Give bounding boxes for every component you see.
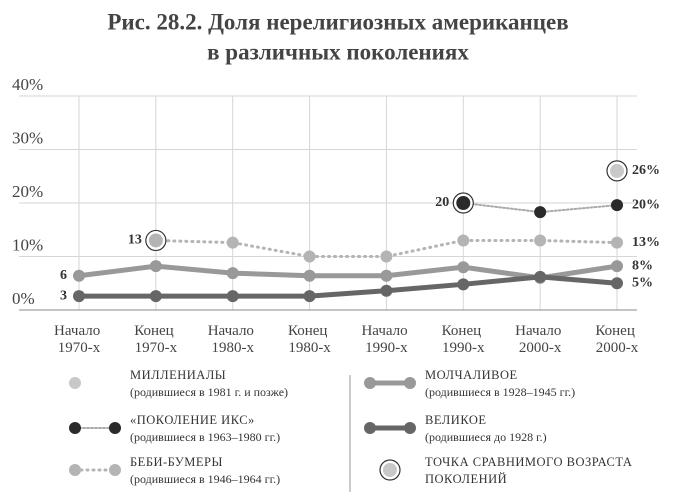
legend-label: «ПОКОЛЕНИЕ ИКС»	[130, 413, 255, 427]
x-tick-label-line: Начало	[54, 323, 104, 339]
x-tick-label-line: 1970-х	[58, 340, 101, 356]
value-label: 13	[128, 233, 142, 248]
legend-dot	[69, 464, 81, 476]
x-tick-label: Начало 1990-х	[361, 323, 411, 356]
value-label: 26%	[632, 163, 660, 178]
x-tick-label-line: Начало	[208, 323, 258, 339]
value-label: 8%	[632, 258, 653, 273]
point	[226, 290, 239, 303]
point	[380, 269, 393, 282]
legend-dot	[404, 422, 416, 434]
point	[534, 234, 547, 247]
point	[148, 233, 163, 248]
y-tick-label: 0%	[12, 289, 35, 308]
legend-label: МОЛЧАЛИВОЕ	[425, 368, 518, 382]
x-tick-label-line: Начало	[515, 323, 565, 339]
legend-line-text: ПОКОЛЕНИЙ	[425, 472, 507, 486]
x-tick-label-line: Конец	[595, 323, 638, 339]
x-tick-label: Начало 1970-х	[54, 323, 104, 356]
value-label: 13%	[632, 235, 660, 250]
point	[611, 236, 623, 249]
legend-label: БЕБИ-БУМЕРЫ	[130, 455, 223, 469]
x-tick-label-line: 1970-х	[135, 340, 178, 356]
x-tick-label-line: Конец	[288, 323, 331, 339]
point	[611, 199, 623, 212]
legend-label: ТОЧКА СРАВНИМОГО ВОЗРАСТА ПОКОЛЕНИЙ	[425, 455, 636, 486]
point	[73, 290, 85, 303]
x-tick-label-line: 1990-х	[442, 340, 485, 356]
point	[534, 270, 547, 283]
point	[610, 163, 624, 178]
y-tick-label: 20%	[12, 182, 43, 201]
point	[303, 269, 316, 282]
y-tick-label: 40%	[12, 75, 43, 94]
value-label: 5%	[632, 275, 653, 290]
legend-sub: (родившиеся в 1928–1945 гг.)	[425, 385, 575, 399]
legend-sub: (родившиеся в 1963–1980 гг.)	[130, 430, 280, 444]
y-tick-label: 10%	[12, 235, 43, 254]
x-tick-label-line: 1980-х	[211, 340, 254, 356]
chart-title: в различных поколениях	[207, 39, 469, 64]
point	[303, 250, 316, 263]
point	[457, 278, 470, 291]
legend-dot	[383, 463, 397, 477]
x-tick-label-line: Конец	[442, 323, 485, 339]
legend-sub: (родившиеся до 1928 г.)	[425, 430, 547, 444]
point	[380, 250, 393, 263]
x-tick-label-line: Конец	[134, 323, 177, 339]
point	[303, 290, 316, 303]
x-tick-label-line: 1990-х	[365, 340, 408, 356]
x-tick-label: Конец 1990-х	[442, 323, 485, 356]
point	[149, 290, 162, 303]
point	[611, 260, 623, 273]
legend-label: ВЕЛИКОЕ	[425, 413, 487, 427]
value-label: 3	[60, 288, 67, 303]
x-tick-label-line: Начало	[361, 323, 411, 339]
point	[226, 267, 239, 280]
point	[149, 260, 162, 273]
value-label: 6	[60, 268, 67, 283]
x-tick-label: Конец 1970-х	[134, 323, 177, 356]
legend-dot	[404, 377, 416, 389]
point	[457, 261, 470, 274]
point	[380, 284, 393, 297]
legend-sub: (родившиеся в 1946–1964 гг.)	[130, 472, 280, 486]
legend-dot	[69, 422, 81, 434]
series-line	[76, 274, 620, 299]
x-tick-label: Конец 2000-х	[595, 323, 638, 356]
legend-dot	[364, 422, 376, 434]
value-label: 20	[435, 195, 449, 210]
point	[456, 196, 471, 210]
point	[73, 269, 85, 282]
point	[457, 234, 470, 247]
x-tick-label-line: 1980-х	[288, 340, 331, 356]
legend-label: МИЛЛЕНИАЛЫ	[130, 368, 226, 382]
x-tick-label-line: 2000-х	[596, 340, 639, 356]
legend-sub: (родившиеся в 1981 г. и позже)	[130, 385, 288, 399]
point	[611, 277, 623, 290]
chart-title: Рис. 28.2. Доля нерелигиозных американце…	[107, 9, 568, 34]
legend-dot	[364, 377, 376, 389]
x-tick-label: Начало 1980-х	[208, 323, 258, 356]
point	[534, 206, 547, 219]
point	[226, 236, 239, 249]
legend-dot	[69, 377, 81, 389]
legend-dot	[109, 422, 121, 434]
legend-dot	[109, 464, 121, 476]
y-tick-label: 30%	[12, 128, 43, 147]
legend-line-text: ТОЧКА СРАВНИМОГО ВОЗРАСТА	[425, 455, 636, 469]
x-tick-label: Конец 1980-х	[288, 323, 331, 356]
x-tick-label: Начало 2000-х	[515, 323, 565, 356]
value-label: 20%	[632, 197, 660, 212]
x-tick-label-line: 2000-х	[519, 340, 562, 356]
